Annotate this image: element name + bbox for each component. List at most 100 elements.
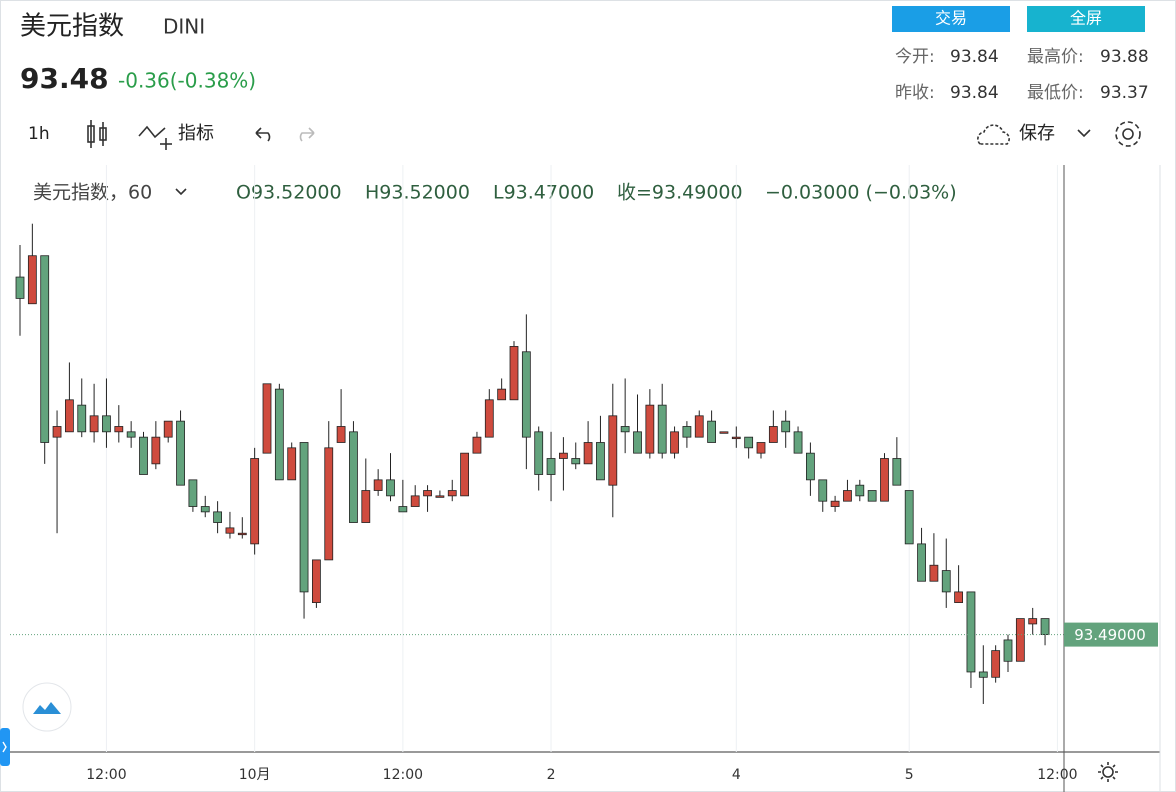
candle-body (1003, 639, 1013, 662)
candle-body (521, 351, 531, 438)
candle-body (287, 447, 297, 481)
stat-value: 93.84 (950, 83, 999, 103)
x-tick-label: 2 (547, 767, 556, 783)
candle-body (15, 276, 25, 299)
candle-body (40, 255, 50, 443)
candle-body (102, 415, 111, 433)
fullscreen-button-label[interactable]: 全屏 (1070, 9, 1102, 28)
candle-body (274, 388, 284, 481)
logo-badge[interactable] (22, 682, 72, 732)
candle-body (497, 388, 507, 401)
candle-body (583, 442, 593, 465)
candle-body (484, 399, 494, 438)
candle-body (756, 442, 766, 454)
candle-body (843, 490, 852, 502)
candle-body (719, 431, 729, 434)
candle-body (830, 500, 840, 507)
last-price-box (1064, 622, 1158, 647)
indicator-icon[interactable] (138, 125, 172, 150)
save-menu-chevron[interactable] (1077, 129, 1091, 138)
last-price-label: 93.49000 (1074, 626, 1146, 644)
candle-body (978, 671, 988, 678)
candle-body (966, 591, 976, 673)
fullscreen-button[interactable] (1027, 6, 1145, 32)
candle-body (225, 527, 235, 534)
x-tick-label: 10月 (239, 767, 271, 783)
logo-mark (33, 702, 61, 714)
candle-body (1040, 618, 1050, 635)
candle-body (373, 479, 383, 491)
candle-body (571, 458, 581, 465)
candle-body (546, 458, 556, 475)
stat-label: 最高价: (1027, 47, 1084, 67)
candle-body (460, 452, 470, 497)
candle-body (472, 436, 482, 454)
candle-body (349, 431, 358, 523)
candle-body (707, 420, 716, 443)
candle-body (670, 431, 679, 454)
trade-button-label[interactable]: 交易 (935, 9, 967, 28)
candle-body (126, 431, 136, 438)
stat-label: 昨收: (895, 83, 935, 103)
last-price: 93.48 (20, 62, 109, 95)
candle-body (435, 495, 445, 498)
trade-button[interactable] (892, 6, 1010, 32)
plot (10, 165, 1064, 752)
candle-body (731, 436, 741, 440)
candle-body (806, 452, 815, 481)
candle-body (1028, 618, 1038, 625)
candle-body (941, 570, 951, 593)
candle-body (991, 650, 1001, 678)
candle-body (398, 506, 408, 513)
legend-open: O93.52000 (236, 182, 342, 204)
candle-body (620, 426, 630, 433)
time-settings-icon[interactable] (1098, 762, 1118, 782)
candle-body (954, 591, 963, 603)
candle-body (781, 420, 791, 433)
settings-icon[interactable] (1115, 121, 1141, 147)
stat-value: 93.84 (950, 47, 999, 67)
candle-body (114, 426, 124, 433)
candle-body (250, 458, 260, 545)
candle-body (200, 506, 210, 513)
legend-high: H93.52000 (365, 182, 470, 204)
candle-body (410, 495, 420, 507)
candle-body (447, 490, 457, 497)
candle-body (768, 426, 778, 443)
candle-body (608, 415, 618, 486)
candle-body (237, 532, 247, 536)
candle-body (880, 458, 889, 502)
legend-chevron[interactable] (175, 188, 187, 196)
candle-body (262, 383, 272, 454)
candle-body (188, 479, 198, 507)
candle-body (213, 511, 223, 523)
side-panel-tab[interactable] (0, 728, 10, 766)
candle-body (744, 436, 754, 449)
undo-icon[interactable] (255, 127, 271, 142)
side-panel-arrow (2, 741, 7, 753)
candle-body (336, 426, 346, 443)
redo-icon[interactable] (299, 127, 315, 142)
indicators-button[interactable]: 指标 (178, 123, 214, 144)
candle-body (694, 415, 704, 438)
candle-body (596, 442, 605, 481)
candle-body (324, 447, 334, 561)
candle-body (917, 543, 926, 582)
legend-close: 收=93.49000 (617, 182, 743, 204)
candle-body (311, 559, 321, 603)
save-button[interactable]: 保存 (1019, 123, 1055, 144)
stat-label: 最低价: (1027, 83, 1084, 103)
legend-change: −0.03000 (−0.03%) (765, 182, 957, 204)
legend-title: 美元指数，60 (33, 182, 152, 204)
candle-body (52, 426, 62, 438)
candle-body (633, 431, 642, 454)
candle-type-icon[interactable] (87, 120, 107, 148)
candle-body (657, 404, 667, 454)
x-tick-label: 4 (732, 767, 741, 783)
candle-body (139, 436, 148, 475)
candle-body (892, 458, 902, 486)
interval-button[interactable]: 1h (28, 124, 50, 144)
x-tick-label: 5 (905, 767, 914, 783)
